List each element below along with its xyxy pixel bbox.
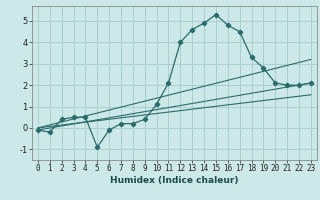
X-axis label: Humidex (Indice chaleur): Humidex (Indice chaleur) <box>110 176 239 185</box>
